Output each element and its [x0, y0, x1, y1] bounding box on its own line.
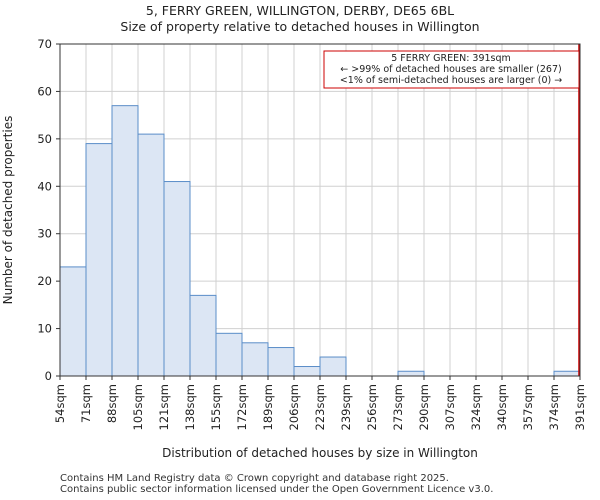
- x-axis-ticks: 54sqm 71sqm 88sqm 105sqm 121sqm 138sqm 155sqm 1…: [53, 376, 587, 430]
- footer-line-2: Contains public sector information licen…: [60, 484, 494, 495]
- x-tick-label: 391sqm: [573, 384, 587, 430]
- chart-title: 5, FERRY GREEN, WILLINGTON, DERBY, DE65 …: [146, 3, 454, 18]
- bar: [189, 294, 217, 377]
- annotation-line-3: <1% of semi-detached houses are larger (…: [340, 75, 562, 86]
- bar: [553, 370, 581, 377]
- bar: [85, 143, 113, 377]
- x-tick-label: 357sqm: [521, 384, 535, 430]
- x-tick-label: 172sqm: [235, 384, 249, 430]
- y-tick-label: 30: [37, 227, 52, 241]
- y-tick-label: 50: [37, 132, 52, 146]
- x-tick-label: 54sqm: [53, 384, 67, 423]
- annotation-line-1: 5 FERRY GREEN: 391sqm: [391, 53, 511, 64]
- x-tick-label: 138sqm: [183, 384, 197, 430]
- y-axis-label: Number of detached properties: [1, 116, 15, 305]
- y-tick-label: 40: [37, 179, 52, 193]
- x-tick-label: 88sqm: [105, 384, 119, 423]
- y-tick-label: 20: [37, 274, 52, 288]
- x-tick-label: 223sqm: [313, 384, 327, 430]
- y-tick-label: 60: [37, 84, 52, 98]
- annotation-frame: [323, 50, 580, 89]
- y-tick-label: 10: [37, 322, 52, 336]
- y-tick-label: 0: [45, 369, 52, 383]
- bar: [319, 356, 347, 377]
- x-tick-label: 273sqm: [391, 384, 405, 430]
- annotation-line-2: ← >99% of detached houses are smaller (2…: [340, 64, 561, 75]
- chart-subtitle: Size of property relative to detached ho…: [120, 19, 479, 34]
- bar: [59, 266, 87, 377]
- x-tick-label: 324sqm: [469, 384, 483, 430]
- bar: [397, 370, 425, 377]
- x-tick-label: 307sqm: [443, 384, 457, 430]
- bar: [137, 133, 165, 377]
- annotation-box: 5 FERRY GREEN: 391sqm ← >99% of detached…: [323, 50, 580, 89]
- x-tick-label: 374sqm: [547, 384, 561, 430]
- bars: [59, 105, 581, 377]
- x-tick-label: 105sqm: [131, 384, 145, 430]
- x-tick-label: 340sqm: [495, 384, 509, 430]
- bar: [111, 105, 139, 377]
- x-axis-label: Distribution of detached houses by size …: [162, 446, 478, 460]
- x-tick-label: 189sqm: [261, 384, 275, 430]
- x-tick-label: 121sqm: [157, 384, 171, 430]
- bar: [267, 347, 295, 377]
- footer-line-1: Contains HM Land Registry data © Crown c…: [60, 473, 449, 484]
- y-axis-ticks: 0 10 20 30 40 50 60 70: [37, 37, 60, 383]
- x-tick-label: 256sqm: [365, 384, 379, 430]
- bar: [293, 366, 321, 377]
- x-tick-label: 71sqm: [79, 384, 93, 423]
- bar: [163, 181, 191, 377]
- y-tick-label: 70: [37, 37, 52, 51]
- x-tick-label: 206sqm: [287, 384, 301, 430]
- bar: [241, 342, 269, 377]
- bar: [215, 332, 243, 377]
- x-tick-label: 239sqm: [339, 384, 353, 430]
- x-tick-label: 290sqm: [417, 384, 431, 430]
- x-tick-label: 155sqm: [209, 384, 223, 430]
